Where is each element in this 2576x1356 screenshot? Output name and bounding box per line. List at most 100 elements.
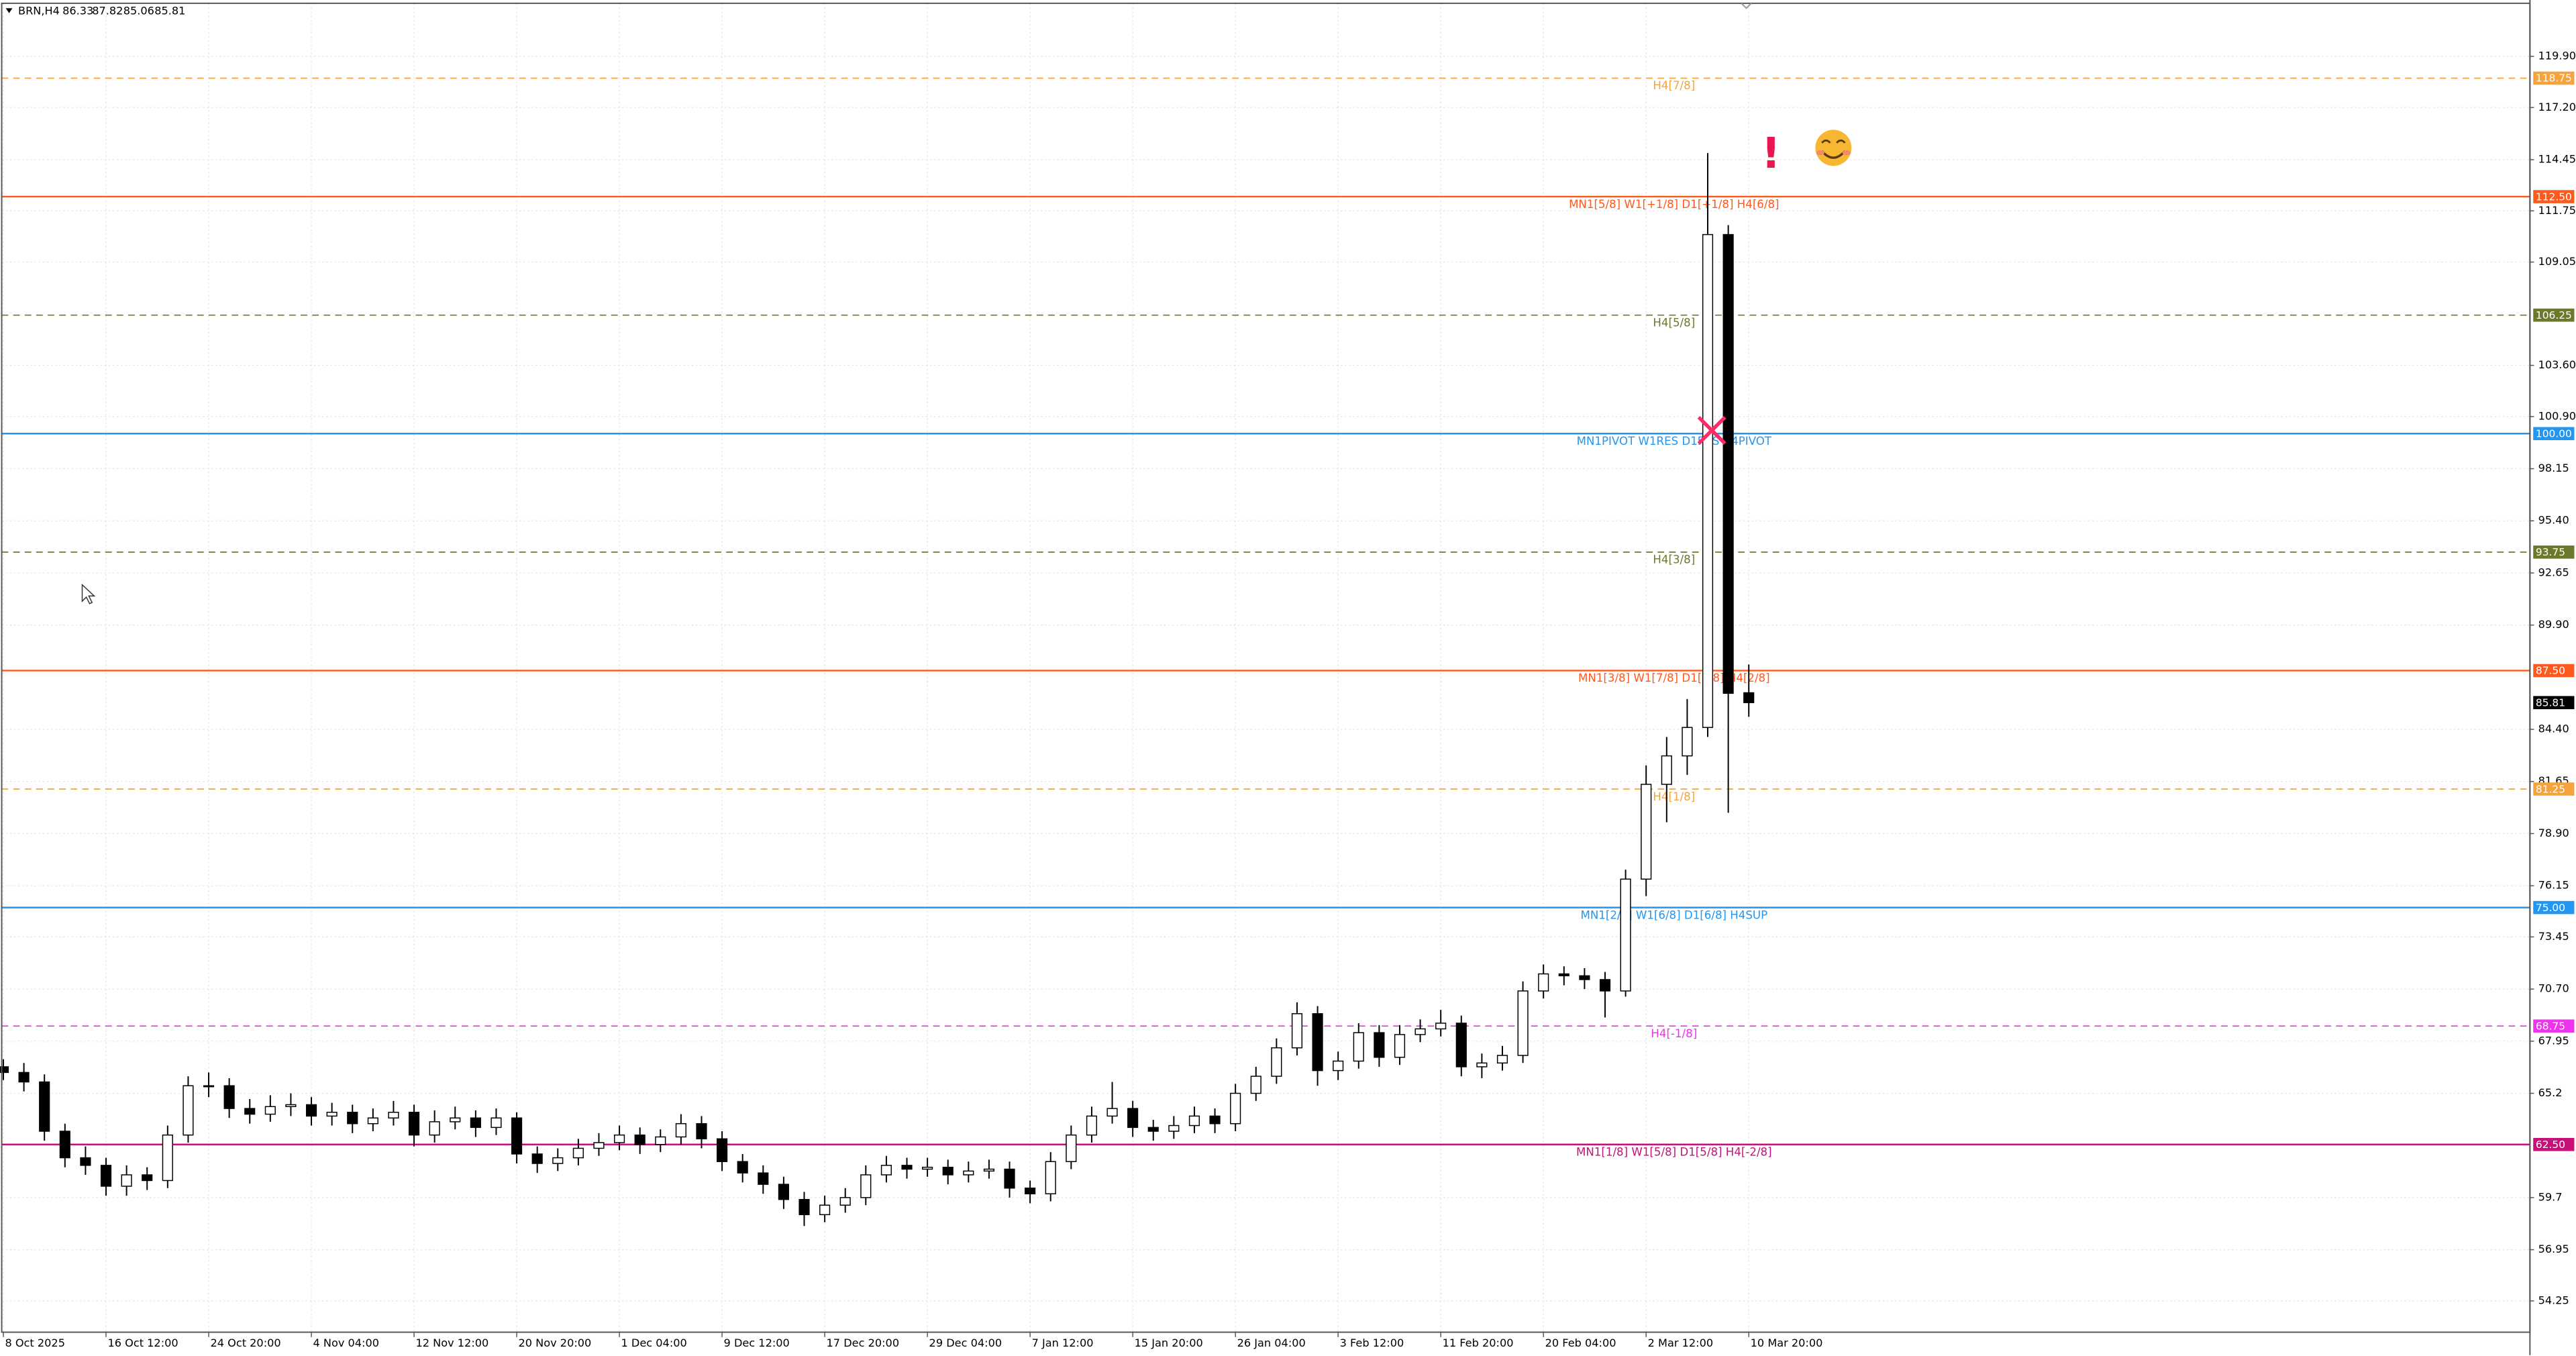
candle-body bbox=[1066, 1134, 1077, 1162]
candle-body bbox=[1271, 1047, 1282, 1077]
candle-body bbox=[758, 1172, 769, 1185]
level-price-box bbox=[2533, 1019, 2575, 1033]
symbol: BRN,H4 bbox=[18, 5, 60, 17]
candle-body bbox=[1702, 233, 1714, 728]
candle-body bbox=[593, 1142, 605, 1149]
y-tick-label: 100.90 bbox=[2538, 409, 2576, 422]
candle-body bbox=[285, 1104, 297, 1108]
candle-body bbox=[1538, 973, 1549, 992]
ohlc-close: 85.81 bbox=[154, 5, 185, 17]
x-tick-label: 7 Jan 12:00 bbox=[1032, 1337, 1094, 1349]
candle-body bbox=[429, 1121, 440, 1136]
x-tick-label: 2 Mar 12:00 bbox=[1648, 1337, 1714, 1349]
x-tick-label: 9 Dec 12:00 bbox=[724, 1337, 790, 1349]
candle-body bbox=[942, 1166, 954, 1176]
candle-body bbox=[901, 1165, 913, 1170]
level-label: MN1PIVOT W1RES D1RES H4PIVOT bbox=[1577, 435, 1772, 448]
y-tick-label: 117.20 bbox=[2538, 101, 2576, 113]
level-label: MN1[1/8] W1[5/8] D1[5/8] H4[-2/8] bbox=[1576, 1146, 1772, 1159]
candle-body bbox=[717, 1138, 728, 1162]
level-label: MN1[3/8] W1[7/8] D1[7/8] H4[2/8] bbox=[1578, 672, 1770, 684]
candle-body bbox=[1661, 755, 1672, 785]
candle-body bbox=[1291, 1013, 1303, 1049]
level-price-box bbox=[2533, 664, 2575, 678]
y-tick-label: 76.15 bbox=[2538, 879, 2569, 892]
candle-body bbox=[1558, 973, 1569, 977]
grid: 119.90 117.20 114.45 111.75 109.05 103.60 100.… bbox=[1, 3, 2576, 1349]
x-tick-label: 20 Feb 04:00 bbox=[1545, 1337, 1616, 1349]
candle-body bbox=[511, 1117, 523, 1155]
level-price-box bbox=[2533, 1137, 2575, 1151]
y-tick-label: 54.25 bbox=[2538, 1294, 2569, 1306]
candle-body bbox=[1435, 1023, 1447, 1030]
candle-body bbox=[470, 1117, 481, 1129]
candle-body bbox=[1476, 1062, 1488, 1067]
candle-body bbox=[983, 1168, 995, 1172]
candle-body bbox=[634, 1134, 646, 1145]
candle-body bbox=[1209, 1115, 1221, 1125]
candle-body bbox=[1414, 1028, 1426, 1035]
level-price-label: 100.00 bbox=[2536, 427, 2572, 439]
candle-body bbox=[80, 1157, 91, 1166]
candle-body bbox=[1312, 1013, 1323, 1072]
candle-body bbox=[39, 1081, 50, 1132]
candle-body bbox=[778, 1184, 789, 1200]
y-tick-label: 103.60 bbox=[2538, 358, 2576, 371]
candle-body bbox=[613, 1134, 625, 1143]
y-tick-label: 73.45 bbox=[2538, 930, 2569, 943]
smiley-icon bbox=[1815, 129, 1852, 166]
level-price-label: 93.75 bbox=[2536, 546, 2565, 558]
candle-body bbox=[1599, 979, 1611, 992]
candle-body bbox=[675, 1123, 686, 1138]
candle-body bbox=[1045, 1161, 1056, 1194]
candles bbox=[0, 153, 1755, 1227]
candle-body bbox=[572, 1147, 584, 1159]
level-price-label: 68.75 bbox=[2536, 1020, 2565, 1032]
level-label: H4[7/8] bbox=[1653, 79, 1695, 92]
candle-body bbox=[1517, 990, 1529, 1056]
level-label: MN1[2/8] W1[6/8] D1[6/8] H4SUP bbox=[1581, 908, 1768, 921]
level-price-box bbox=[2533, 190, 2575, 203]
x-tick-label: 11 Feb 20:00 bbox=[1443, 1337, 1514, 1349]
candle-body bbox=[162, 1134, 173, 1182]
candle-body bbox=[860, 1174, 872, 1198]
x-tick-label: 3 Feb 12:00 bbox=[1340, 1337, 1404, 1349]
candle-body bbox=[1374, 1032, 1385, 1058]
level-price-box bbox=[2533, 900, 2575, 915]
candle-body bbox=[0, 1066, 9, 1074]
candle-body bbox=[408, 1112, 420, 1136]
candle-body bbox=[1230, 1092, 1241, 1125]
candle-body bbox=[1127, 1108, 1139, 1129]
candle-body bbox=[223, 1085, 235, 1109]
level-price-label: 112.50 bbox=[2536, 191, 2572, 203]
candle-body bbox=[737, 1161, 748, 1174]
candle-body bbox=[1496, 1055, 1508, 1064]
y-tick-label: 109.05 bbox=[2538, 255, 2576, 268]
candle-body bbox=[367, 1117, 378, 1125]
candle-body bbox=[1250, 1076, 1261, 1094]
candle-body bbox=[264, 1106, 276, 1115]
x-tick-label: 26 Jan 04:00 bbox=[1237, 1337, 1306, 1349]
candle-body bbox=[1353, 1032, 1364, 1062]
x-tick-label: 10 Mar 20:00 bbox=[1751, 1337, 1823, 1349]
level-price-box bbox=[2533, 545, 2575, 559]
y-tick-label: 114.45 bbox=[2538, 152, 2576, 165]
candle-body bbox=[1147, 1127, 1159, 1132]
level-price-label: 81.25 bbox=[2536, 783, 2565, 795]
level-label: H4[1/8] bbox=[1653, 790, 1695, 803]
menu-arrow[interactable] bbox=[5, 8, 13, 13]
ohlc-open: 86.33 bbox=[62, 5, 93, 17]
current-price-label: 85.81 bbox=[2536, 696, 2565, 709]
candle-body bbox=[142, 1174, 153, 1182]
candle-body bbox=[121, 1174, 132, 1187]
y-tick-label: 84.40 bbox=[2538, 723, 2569, 735]
level-price-box bbox=[2533, 782, 2575, 796]
x-tick-label: 4 Nov 04:00 bbox=[313, 1337, 379, 1349]
x-tick-label: 16 Oct 12:00 bbox=[107, 1337, 178, 1349]
candle-body bbox=[1682, 727, 1693, 757]
ohlc-high: 87.82 bbox=[92, 5, 123, 17]
candle-body bbox=[450, 1117, 461, 1123]
level-label: H4[5/8] bbox=[1653, 316, 1695, 329]
